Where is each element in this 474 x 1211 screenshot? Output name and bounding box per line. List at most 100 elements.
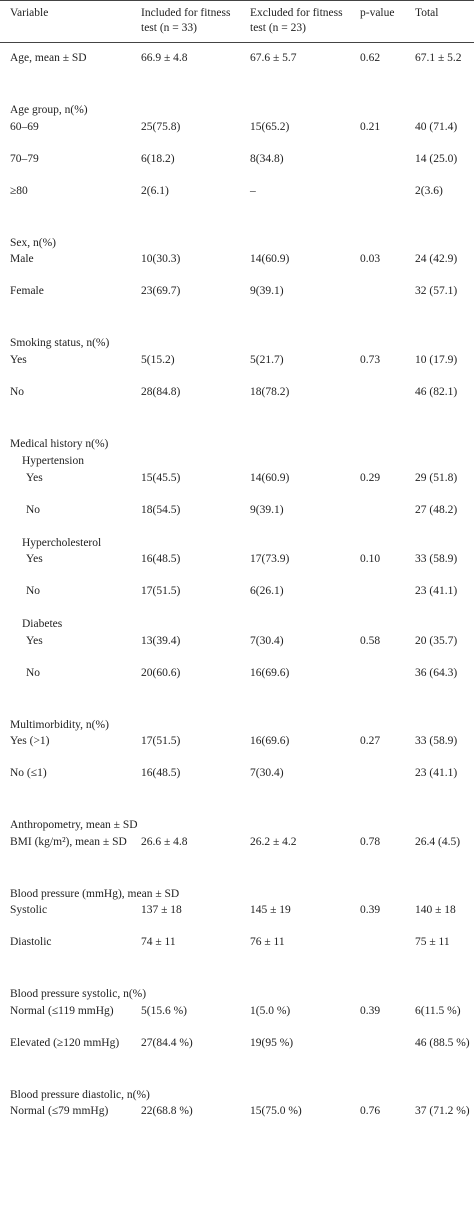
data-row: Yes 15(45.5) 14(60.9) 0.29 29 (51.8) [0,471,474,503]
cell: 140 ± 18 [415,904,456,916]
cell: 66.9 ± 4.8 [141,52,188,64]
cell [356,152,411,184]
cell [356,503,411,535]
cell: 67.6 ± 5.7 [250,52,297,64]
cell: 1(5.0 %) [250,1004,291,1017]
section-row: Sex, n(%) [0,216,474,253]
row-label: Normal (≤119 mmHg) [10,1004,114,1017]
cell: 6(11.5 %) [415,1004,461,1017]
section-row: Hypercholesterol [0,535,474,553]
cell: 14 (25.0) [415,152,458,165]
cell: 0.39 [360,904,381,916]
row-label: Diastolic [10,936,52,948]
cell: 23 (41.1) [415,585,458,597]
cell: 33 (58.9) [415,735,458,747]
section-title: Smoking status, n(%) [10,337,110,349]
cell: 33 (58.9) [415,553,458,565]
header-cell: Included for fitness test (n = 33) [137,0,246,43]
row-label: Male [10,253,34,265]
data-row: Yes 13(39.4) 7(30.4) 0.58 20 (35.7) [0,634,474,666]
cell: 46 (82.1) [415,385,458,398]
cell [356,935,411,967]
row-label: Systolic [10,904,48,916]
cell: 76 ± 11 [250,936,285,948]
section-title: Hypercholesterol [22,536,102,549]
cell: 18(78.2) [250,385,290,398]
cell: 0.21 [360,120,381,133]
cell: 9(39.1) [250,285,284,297]
cell: 67.1 ± 5.2 [415,52,462,64]
cell: 6(26.1) [250,585,284,597]
cell: 46 (88.5 %) [415,1036,470,1049]
cell: 5(15.2) [141,353,175,366]
cell: 14(60.9) [250,253,290,265]
cell: 17(73.9) [250,553,290,565]
section-title: Medical history n(%) [10,437,109,450]
cell [356,284,411,316]
data-table: Variable Included for fitness test (n = … [0,0,474,1137]
section-row: Blood pressure systolic, n(%) [0,967,474,1004]
cell: 20 (35.7) [415,634,458,647]
data-row: Male 10(30.3) 14(60.9) 0.03 24 (42.9) [0,252,474,284]
header-cell: Variable [0,0,137,43]
section-row: Diabetes [0,616,474,634]
cell: 26.6 ± 4.8 [141,835,188,848]
data-row: No 18(54.5) 9(39.1) 27 (48.2) [0,503,474,535]
data-row: Female 23(69.7) 9(39.1) 32 (57.1) [0,284,474,316]
cell: 7(30.4) [250,767,284,779]
cell: 32 (57.1) [415,285,458,297]
data-row: No (≤1) 16(48.5) 7(30.4) 23 (41.1) [0,766,474,798]
cell: 26.2 ± 4.2 [250,835,297,848]
cell: 0.62 [360,52,381,64]
section-row: Blood pressure (mmHg), mean ± SD [0,867,474,904]
cell: 28(84.8) [141,385,181,398]
row-label: No [26,503,41,516]
row-label: Female [10,285,44,297]
cell: 15(45.5) [141,471,181,484]
row-label: No (≤1) [10,767,47,779]
data-row: Age, mean ± SD 66.9 ± 4.8 67.6 ± 5.7 0.62 67… [0,43,474,84]
row-label: ≥80 [10,184,28,197]
cell: 20(60.6) [141,666,181,679]
header-cell: Excluded for fitness test (n = 23) [246,0,356,43]
table-body: Age, mean ± SD 66.9 ± 4.8 67.6 ± 5.7 0.62 67… [0,43,474,1137]
cell [356,385,411,417]
row-label: Yes [26,471,43,484]
cell: 0.29 [360,471,381,484]
header-row: Variable Included for fitness test (n = … [0,0,474,43]
row-label: No [26,666,41,679]
cell: 74 ± 11 [141,936,176,948]
cell: 27 (48.2) [415,503,458,516]
cell: 0.39 [360,1004,381,1017]
cell: – [250,184,256,197]
section-title: Age group, n(%) [10,104,88,116]
section-row: Anthropometry, mean ± SD [0,798,474,835]
cell: 2(3.6) [415,184,443,197]
row-label: Age, mean ± SD [10,52,87,64]
cell: 7(30.4) [250,634,284,647]
cell: 16(69.6) [250,666,290,679]
data-row: 70–79 6(18.2) 8(34.8) 14 (25.0) [0,152,474,184]
data-row: Normal (≤79 mmHg) 22(68.8 %) 15(75.0 %) 0.7… [0,1104,474,1136]
cell [356,1036,411,1068]
cell: 0.58 [360,634,381,647]
row-label: Yes [10,353,27,366]
cell: 23 (41.1) [415,767,458,779]
data-row: ≥80 2(6.1) – 2(3.6) [0,184,474,216]
section-title: Blood pressure systolic, n(%) [10,988,147,1000]
cell: 10(30.3) [141,253,181,265]
data-row: Elevated (≥120 mmHg) 27(84.4 %) 19(95 %) 46… [0,1036,474,1068]
cell [356,584,411,616]
cell: 0.76 [360,1105,381,1117]
cell: 18(54.5) [141,503,181,516]
cell: 0.03 [360,253,381,265]
cell: 36 (64.3) [415,666,458,679]
row-label: 60–69 [10,120,39,133]
cell: 24 (42.9) [415,253,458,265]
cell: 0.73 [360,353,381,366]
cell: 26.4 (4.5) [415,835,461,848]
section-title: Anthropometry, mean ± SD [10,819,138,831]
cell: 16(48.5) [141,553,181,565]
cell: 5(21.7) [250,353,284,366]
